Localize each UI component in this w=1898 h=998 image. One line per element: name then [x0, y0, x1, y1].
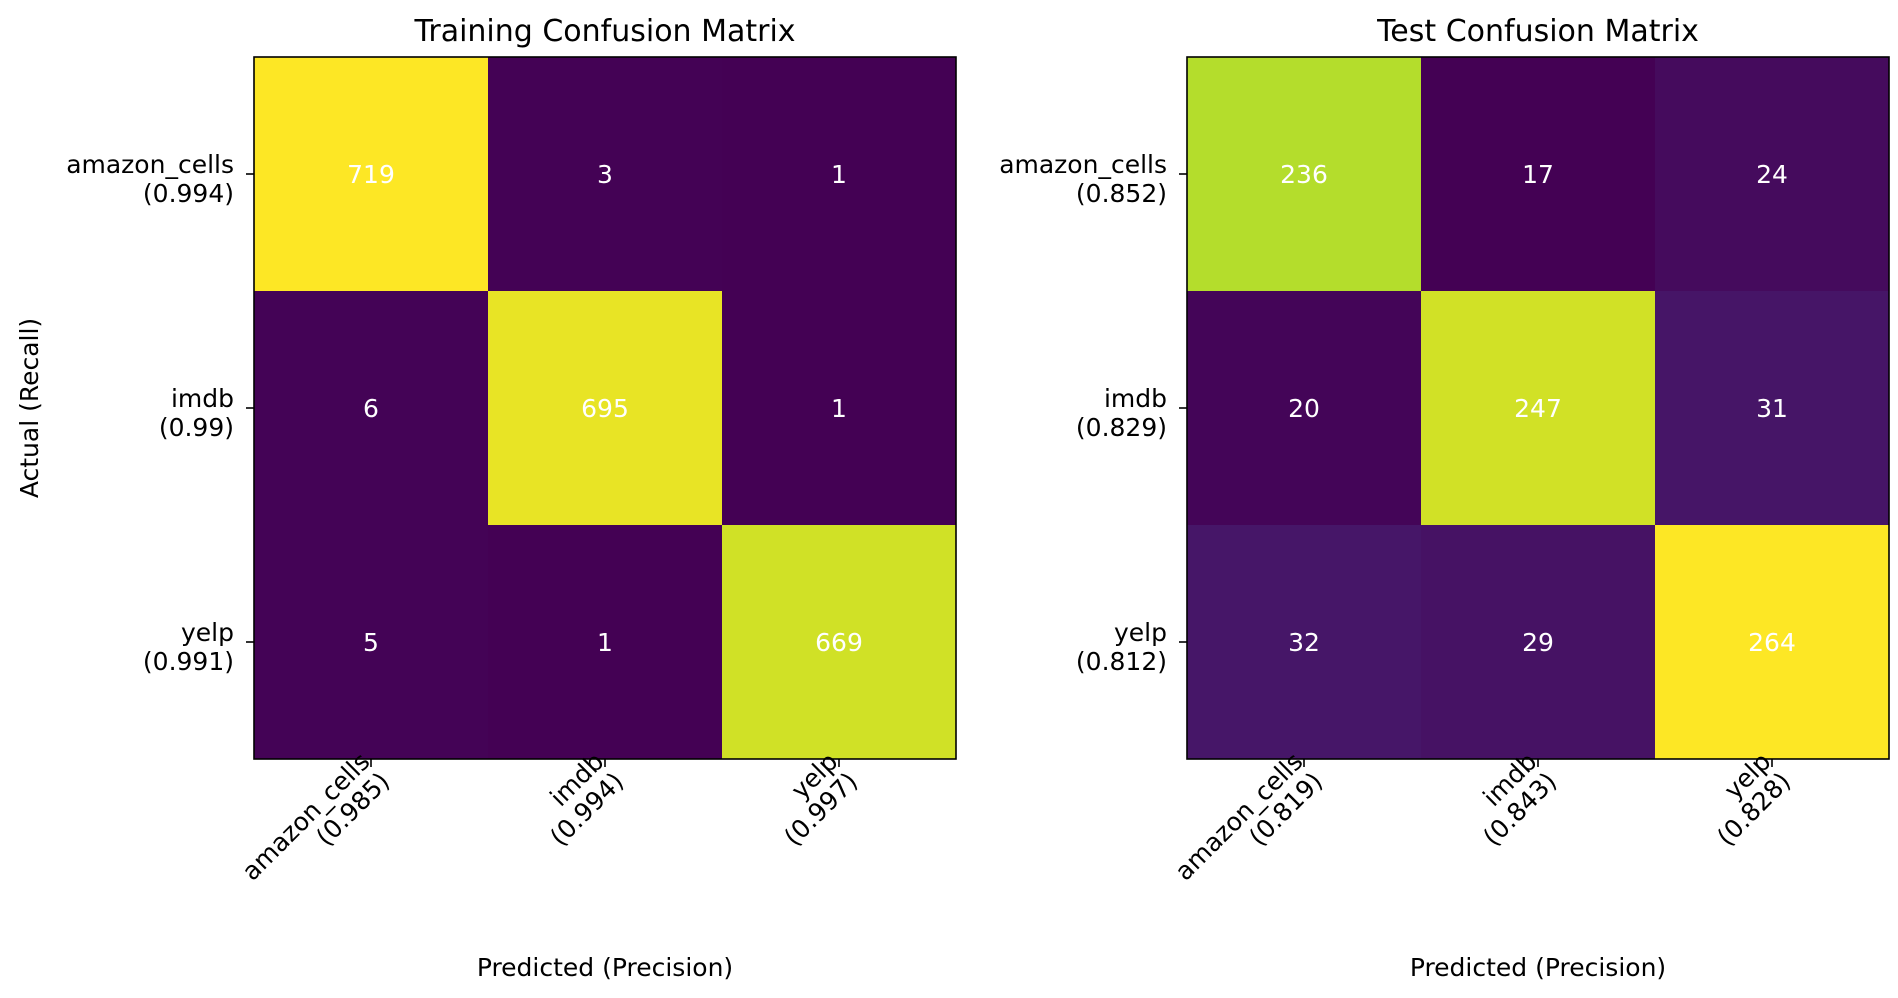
cell-value-label: 24 — [1756, 160, 1788, 189]
test-confusion-matrix-panel: Test Confusion Matrix 236 17 24 20 247 31 32 29 2… — [999, 14, 1890, 982]
x-axis-label: Predicted (Precision) — [477, 953, 733, 982]
cell-value-label: 695 — [581, 394, 629, 423]
heatmap-cell — [1187, 525, 1422, 760]
y-tick-sublabel: (0.991) — [143, 647, 234, 676]
cell-value-label: 17 — [1522, 160, 1554, 189]
cell-value-label: 719 — [347, 160, 395, 189]
chart-title: Test Confusion Matrix — [1376, 14, 1699, 49]
y-tick-label: amazon_cells — [66, 150, 234, 179]
heatmap-cell — [488, 525, 723, 760]
y-tick-sublabel: (0.852) — [1076, 179, 1167, 208]
x-tick-label-group: yelp(0.997) — [778, 747, 863, 852]
heatmap-cell — [1187, 291, 1422, 526]
y-tick-label: imdb — [171, 384, 234, 413]
y-tick-label: yelp — [181, 618, 234, 647]
heatmap-cell — [722, 57, 957, 292]
x-tick-label-group: yelp(0.828) — [1711, 747, 1796, 852]
heatmap-cell — [254, 525, 489, 760]
cell-value-label: 1 — [831, 160, 847, 189]
chart-title: Training Confusion Matrix — [413, 14, 795, 49]
cell-value-label: 31 — [1756, 394, 1788, 423]
heatmap-cell — [1421, 291, 1656, 526]
y-tick-label: amazon_cells — [999, 150, 1167, 179]
cell-value-label: 32 — [1288, 628, 1320, 657]
heatmap-cell — [1655, 525, 1890, 760]
x-tick-label-group: amazon_cells(0.985) — [236, 747, 395, 886]
x-tick-label-group: imdb(0.843) — [1477, 747, 1562, 852]
cell-value-label: 669 — [815, 628, 863, 657]
heatmap-cell — [1421, 57, 1656, 292]
heatmap-cell — [488, 291, 723, 526]
cell-value-label: 5 — [363, 628, 379, 657]
cell-value-label: 236 — [1280, 160, 1328, 189]
heatmap-cell — [1655, 291, 1890, 526]
heatmap-cell — [254, 291, 489, 526]
y-tick-sublabel: (0.994) — [143, 179, 234, 208]
y-tick-sublabel: (0.829) — [1076, 413, 1167, 442]
cell-value-label: 1 — [831, 394, 847, 423]
x-tick-label-group: imdb(0.994) — [544, 747, 629, 852]
y-tick-sublabel: (0.812) — [1076, 647, 1167, 676]
heatmap-cell — [1655, 57, 1890, 292]
cell-value-label: 3 — [597, 160, 613, 189]
heatmap-cell — [254, 57, 489, 292]
x-axis-label: Predicted (Precision) — [1410, 953, 1666, 982]
heatmap-cell — [1187, 57, 1422, 292]
training-confusion-matrix-panel: Training Confusion Matrix 719 3 1 6 695 1 5 1 669… — [15, 14, 957, 982]
heatmap-cell — [722, 291, 957, 526]
cell-value-label: 29 — [1522, 628, 1554, 657]
y-axis-label: Actual (Recall) — [15, 318, 44, 498]
cell-value-label: 1 — [597, 628, 613, 657]
y-tick-label: imdb — [1104, 384, 1167, 413]
cell-value-label: 264 — [1748, 628, 1796, 657]
x-tick-label-group: amazon_cells(0.819) — [1169, 747, 1328, 886]
y-tick-label: yelp — [1114, 618, 1167, 647]
heatmap-cell — [1421, 525, 1656, 760]
y-tick-sublabel: (0.99) — [159, 413, 234, 442]
heatmap-cell — [722, 525, 957, 760]
cell-value-label: 20 — [1288, 394, 1320, 423]
cell-value-label: 6 — [363, 394, 379, 423]
heatmap-cell — [488, 57, 723, 292]
cell-value-label: 247 — [1514, 394, 1562, 423]
